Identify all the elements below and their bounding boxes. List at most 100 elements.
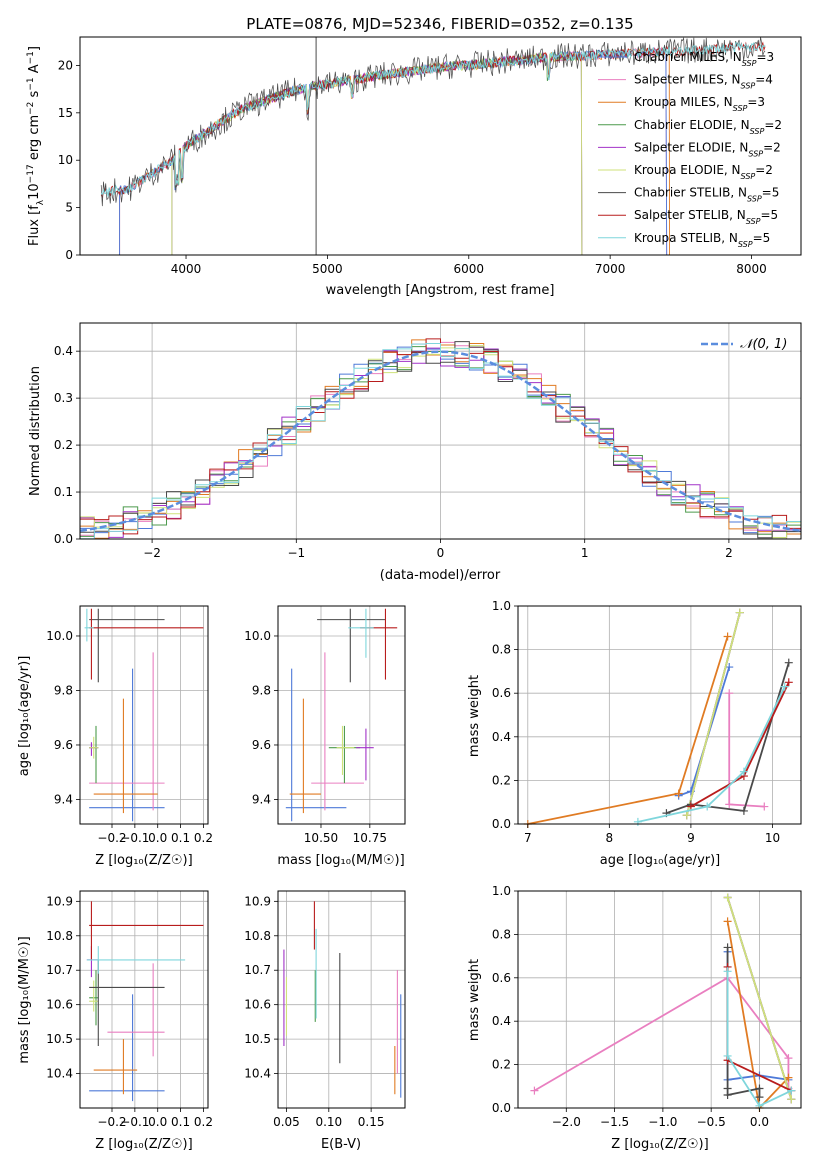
mass-z-frame: [79, 890, 209, 1109]
age-z-marks: [84, 608, 204, 822]
x-tick-label: 0.1: [171, 1115, 190, 1129]
weight-age-ticks: 7 8 9 10 0.0 0.2 0.4 0.6 0.8 1.0: [492, 599, 780, 845]
legend-label: Salpeter MILES, NSSP=4: [634, 73, 773, 91]
weight-marker: [755, 1093, 764, 1102]
weight-marker: [530, 1086, 539, 1095]
x-tick-label: −1.0: [648, 1115, 677, 1129]
mass-ebv-marks: [283, 901, 402, 1098]
x-tick-label: 0.2: [194, 1115, 213, 1129]
y-tick-label: 0: [65, 248, 73, 262]
x-tick-label: 0.1: [171, 831, 190, 845]
spectrum-panel: 4000 5000 6000 7000 8000 0 5 10 15 20 wavelength …: [26, 36, 802, 298]
age-mass-marks: [285, 608, 398, 822]
y-tick-label: 9.6: [54, 738, 73, 752]
weight-line: [666, 662, 790, 814]
weight-marker: [686, 802, 695, 811]
y-tick-label: 10.7: [46, 963, 73, 977]
y-tick-label: 0.1: [54, 485, 73, 499]
x-tick-label: −0.5: [697, 1115, 726, 1129]
y-tick-label: 9.4: [252, 792, 271, 806]
weight-marker: [784, 1054, 793, 1063]
y-tick-label: 1.0: [492, 599, 511, 613]
y-tick-label: 9.6: [252, 738, 271, 752]
spectrum-ticks: 4000 5000 6000 7000 8000 0 5 10 15 20: [58, 58, 767, 276]
weight-marker: [723, 917, 732, 926]
weight-marker: [739, 806, 748, 815]
age-z-xlabel: Z [log₁₀(Z/Z☉)]: [95, 853, 192, 868]
x-tick-label: 10.75: [353, 831, 387, 845]
y-tick-label: 0.4: [54, 344, 73, 358]
x-tick-label: 4000: [171, 262, 202, 276]
histogram-ylabel: Normed distribution: [28, 366, 43, 496]
histogram-panel: −2 −1 0 1 2 0.0 0.1 0.2 0.3 0.4 (data-model)/erro…: [28, 322, 802, 583]
x-tick-label: 8000: [736, 262, 767, 276]
histogram-step: [80, 342, 801, 540]
x-tick-label: −0.1: [120, 831, 149, 845]
weight-age-marks: [523, 608, 793, 828]
y-tick-label: 10.5: [46, 1032, 73, 1046]
x-tick-label: 7000: [595, 262, 626, 276]
x-tick-label: 5000: [312, 262, 343, 276]
y-tick-label: 0.8: [492, 927, 511, 941]
weight-marker: [723, 943, 732, 952]
y-tick-label: 0.3: [54, 391, 73, 405]
x-tick-label: −0.2: [97, 1115, 126, 1129]
legend-label: Kroupa ELODIE, NSSP=2: [634, 163, 773, 181]
y-tick-label: 0.6: [492, 686, 511, 700]
y-tick-label: 0.0: [54, 532, 73, 546]
weight-marker: [725, 800, 734, 809]
weight-z-xlabel: Z [log₁₀(Z/Z☉)]: [611, 1137, 708, 1152]
weight-marker: [725, 663, 734, 672]
x-tick-label: −2.0: [552, 1115, 581, 1129]
y-tick-label: 0.2: [492, 1058, 511, 1072]
y-tick-label: 9.8: [252, 683, 271, 697]
y-tick-label: 10.7: [244, 963, 271, 977]
y-tick-label: 1.0: [492, 884, 511, 898]
x-tick-label: 0.2: [194, 831, 213, 845]
weight-line: [726, 971, 792, 1107]
mass-ebv-grid: [278, 891, 405, 1108]
legend-label: Salpeter ELODIE, NSSP=2: [634, 140, 781, 158]
spectrum-xlabel: wavelength [Angstrom, rest frame]: [326, 283, 555, 298]
spectrum-line: [100, 36, 766, 207]
spectrum-frame: [79, 36, 802, 256]
weight-marker: [723, 967, 732, 976]
weight-age-xlabel: age [log₁₀(age/yr)]: [600, 853, 721, 868]
age-z-ylabel: age [log₁₀(age/yr)]: [17, 656, 32, 777]
y-tick-label: 10.6: [244, 998, 271, 1012]
weight-marker: [735, 608, 744, 617]
weight-line: [685, 612, 741, 816]
weight-line: [726, 897, 793, 1100]
age-z-ticks: −0.2−0.10.0 0.1 0.2 9.4 9.6 9.8 10.0: [46, 629, 213, 845]
spectrum-line: [171, 51, 583, 256]
y-tick-label: 0.4: [492, 1014, 511, 1028]
weight-marker: [682, 811, 691, 820]
mass-z-xlabel: Z [log₁₀(Z/Z☉)]: [95, 1137, 192, 1152]
histogram-ticks: −2 −1 0 1 2 0.0 0.1 0.2 0.3 0.4: [54, 344, 733, 560]
x-tick-label: 9: [687, 831, 695, 845]
weight-line: [726, 921, 790, 1110]
x-tick-label: −2: [143, 546, 161, 560]
x-tick-label: 0.05: [273, 1115, 300, 1129]
figure-title: PLATE=0876, MJD=52346, FIBERID=0352, z=0…: [246, 15, 633, 33]
y-tick-label: 10.5: [244, 1032, 271, 1046]
y-tick-label: 10.4: [46, 1067, 73, 1081]
x-tick-label: 7: [524, 831, 532, 845]
weight-marker: [633, 817, 642, 826]
y-tick-label: 10.8: [244, 929, 271, 943]
x-tick-label: −0.1: [120, 1115, 149, 1129]
x-tick-label: 10.50: [304, 831, 338, 845]
spectrum-line: [119, 47, 670, 256]
y-tick-label: 0.2: [54, 438, 73, 452]
y-tick-label: 0.0: [492, 1101, 511, 1115]
y-tick-label: 10.9: [244, 894, 271, 908]
y-tick-label: 10.6: [46, 998, 73, 1012]
y-tick-label: 20: [58, 58, 73, 72]
y-tick-label: 10.8: [46, 929, 73, 943]
weight-z-frame: [517, 890, 802, 1109]
spectrum-ylabel: Flux [fλ10−17 erg cm−2 s−1 A−1]: [26, 46, 46, 246]
mass-ebv-panel: 0.05 0.10 0.15 10.4 10.5 10.6 10.7 10.8 10.9 E(B…: [244, 890, 406, 1152]
histogram-legend-label: 𝒩(0, 1): [740, 337, 787, 352]
y-tick-label: 10.0: [46, 629, 73, 643]
weight-line: [527, 636, 729, 825]
